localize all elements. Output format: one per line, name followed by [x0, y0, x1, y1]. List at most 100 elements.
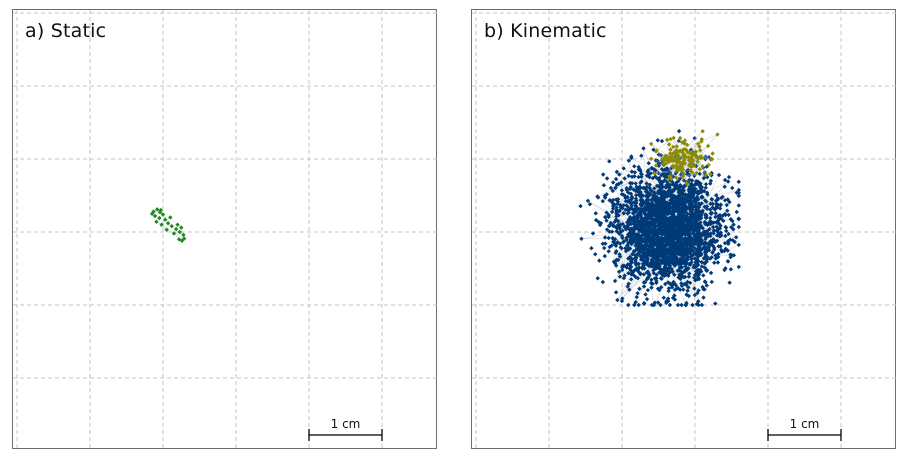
data-point	[726, 231, 731, 237]
data-point	[643, 255, 648, 260]
data-point	[690, 302, 695, 308]
data-point	[694, 194, 700, 200]
data-point	[661, 295, 666, 300]
data-point	[736, 224, 741, 230]
data-point	[675, 153, 681, 158]
data-point	[682, 241, 688, 246]
data-point	[736, 216, 741, 221]
data-point	[650, 176, 656, 181]
scatter-series-1	[578, 128, 741, 308]
data-point	[698, 154, 704, 159]
data-point	[626, 190, 631, 195]
data-point	[644, 219, 649, 224]
data-point	[642, 250, 647, 256]
data-point	[690, 190, 695, 196]
data-point	[684, 282, 689, 288]
data-point	[708, 270, 714, 276]
data-point	[164, 227, 169, 233]
data-point	[709, 211, 714, 216]
data-point	[709, 197, 715, 202]
data-point	[177, 229, 182, 235]
data-point	[632, 227, 637, 232]
data-point	[633, 260, 638, 266]
data-point	[680, 218, 685, 224]
data-point	[641, 300, 647, 306]
data-point	[674, 221, 679, 227]
data-point	[703, 181, 709, 187]
data-point	[181, 232, 186, 238]
data-point	[736, 242, 741, 248]
data-point	[630, 251, 635, 257]
data-point	[648, 220, 653, 225]
data-point	[626, 158, 632, 163]
data-point	[670, 144, 676, 150]
data-point	[678, 229, 684, 235]
data-point	[653, 163, 659, 168]
data-point	[647, 262, 652, 268]
data-point	[578, 203, 583, 209]
data-point	[627, 255, 632, 261]
data-point	[725, 238, 731, 244]
data-point	[673, 200, 678, 206]
data-point	[716, 172, 722, 178]
data-point	[666, 255, 671, 260]
data-point	[667, 302, 673, 308]
data-point	[657, 224, 662, 229]
data-point	[644, 221, 650, 226]
static-scatter-plot: 1 cm	[13, 10, 438, 450]
data-point	[659, 172, 664, 178]
data-point	[701, 295, 706, 300]
data-point	[726, 174, 732, 180]
data-point	[633, 181, 638, 186]
data-point	[714, 193, 719, 198]
data-point	[685, 231, 690, 236]
data-point	[658, 192, 664, 197]
data-point	[609, 229, 615, 234]
data-point	[710, 151, 715, 156]
scale-bar: 1 cm	[308, 417, 383, 441]
data-point	[579, 236, 584, 242]
data-point	[659, 218, 664, 223]
data-point	[727, 280, 732, 285]
data-point	[699, 185, 705, 190]
data-point	[701, 273, 706, 278]
data-point	[645, 234, 651, 239]
data-point	[708, 172, 713, 177]
data-point	[655, 230, 661, 235]
data-point	[655, 215, 661, 220]
data-point	[679, 258, 684, 264]
data-point	[640, 217, 646, 222]
data-point	[615, 196, 621, 202]
data-point	[723, 233, 728, 239]
data-point	[698, 213, 704, 218]
data-point	[585, 198, 591, 204]
data-point	[652, 203, 658, 209]
data-point	[670, 211, 676, 217]
data-point	[633, 267, 638, 272]
data-point	[636, 192, 642, 198]
data-point	[629, 216, 635, 222]
data-point	[689, 164, 695, 169]
data-point	[677, 176, 683, 181]
data-point	[688, 155, 694, 161]
data-point	[659, 138, 665, 144]
data-point	[692, 136, 697, 141]
data-point	[708, 215, 713, 221]
data-point	[678, 182, 683, 188]
data-point	[662, 199, 667, 204]
data-point	[165, 221, 171, 226]
data-point	[725, 259, 731, 264]
kinematic-plot-title: b) Kinematic	[484, 20, 607, 42]
data-point	[181, 236, 187, 241]
data-point	[650, 226, 655, 232]
data-point	[734, 209, 739, 215]
scatter-series-1	[149, 207, 187, 243]
data-point	[693, 149, 699, 154]
data-point	[692, 152, 698, 158]
data-point	[602, 245, 607, 251]
data-point	[624, 185, 629, 191]
data-point	[666, 288, 671, 294]
data-point	[617, 172, 622, 177]
data-point	[676, 128, 682, 134]
data-point	[618, 180, 624, 185]
